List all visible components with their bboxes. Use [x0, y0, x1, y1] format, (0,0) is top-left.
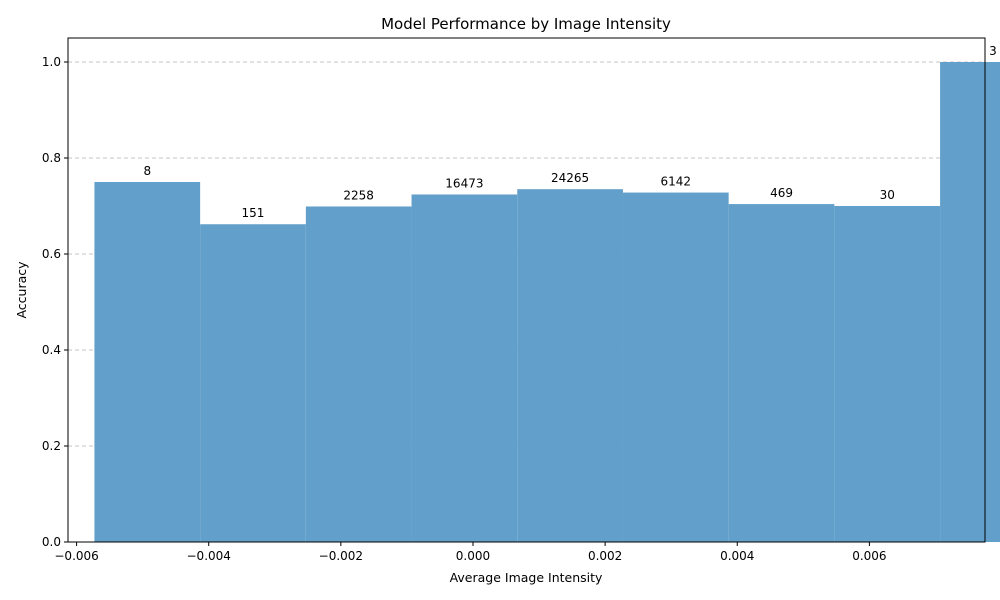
- bar-count-label: 30: [880, 188, 895, 202]
- x-tick-label: −0.006: [54, 549, 98, 563]
- bar: [94, 182, 201, 542]
- y-tick-label: 1.0: [42, 55, 61, 69]
- x-tick-label: −0.004: [187, 549, 231, 563]
- bar-count-label: 8: [143, 164, 151, 178]
- bar: [622, 192, 729, 542]
- x-tick-label: 0.002: [588, 549, 622, 563]
- x-tick-label: 0.000: [456, 549, 490, 563]
- bar-labels: 8 151 2258 16473 24265 6142 469 30 3: [143, 44, 996, 220]
- bar-count-label: 24265: [551, 171, 589, 185]
- bar-count-label: 2258: [343, 188, 374, 202]
- chart-title: Model Performance by Image Intensity: [381, 15, 671, 33]
- y-axis: 0.0 0.2 0.4 0.6 0.8 1.0: [42, 55, 68, 549]
- bar: [834, 206, 941, 542]
- x-axis-title: Average Image Intensity: [450, 570, 603, 585]
- bar-count-label: 469: [770, 186, 793, 200]
- bar: [517, 189, 623, 542]
- x-tick-label: −0.002: [319, 549, 363, 563]
- y-axis-title: Accuracy: [14, 261, 29, 319]
- x-axis: −0.006 −0.004 −0.002 0.000 0.002 0.004 0.006: [54, 542, 887, 563]
- y-tick-label: 0.0: [42, 535, 61, 549]
- x-tick-label: 0.004: [720, 549, 754, 563]
- bar-count-label: 3: [989, 44, 997, 58]
- plot-frame: [67, 37, 986, 543]
- bar: [940, 62, 1000, 542]
- bar-count-label: 151: [242, 206, 265, 220]
- bar: [411, 194, 518, 543]
- bars: [94, 62, 1000, 543]
- y-tick-label: 0.8: [42, 151, 61, 165]
- x-tick-label: 0.006: [852, 549, 886, 563]
- bar: [728, 204, 835, 542]
- bar: [200, 224, 306, 543]
- bar-count-label: 6142: [661, 175, 692, 189]
- bar: [305, 206, 412, 543]
- y-tick-label: 0.6: [42, 247, 61, 261]
- y-tick-label: 0.4: [42, 343, 61, 357]
- y-tick-label: 0.2: [42, 439, 61, 453]
- bar-count-label: 16473: [445, 176, 483, 190]
